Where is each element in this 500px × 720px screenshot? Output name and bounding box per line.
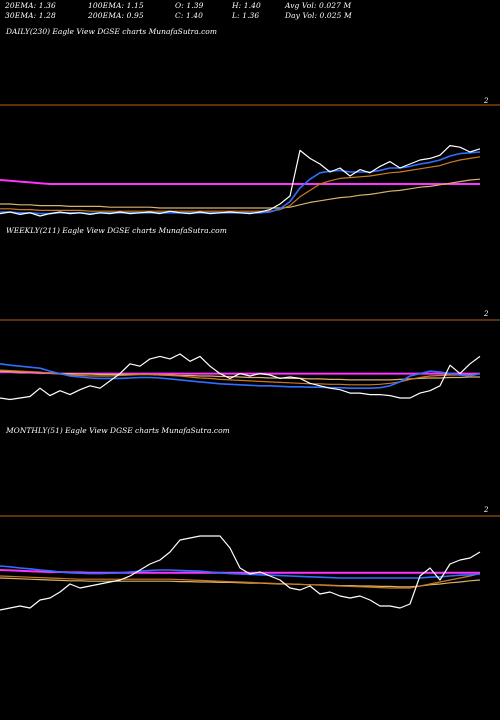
header-200ema: 200EMA: 0.95: [88, 11, 144, 20]
monthly-ema20-line: [0, 565, 481, 579]
monthly-price-line: [0, 535, 481, 611]
header-close: C: 1.40: [175, 11, 204, 20]
header-high: H: 1.40: [232, 1, 261, 10]
header-day-vol: Day Vol: 0.025 M: [285, 11, 352, 20]
header-avg-vol: Avg Vol: 0.027 M: [285, 1, 352, 10]
header-low: L: 1.36: [232, 11, 260, 20]
weekly-ema100-line: [0, 370, 480, 381]
monthly-y-tick: 2: [484, 506, 489, 514]
header-open: O: 1.39: [175, 1, 204, 10]
header-30ema: 30EMA: 1.28: [5, 11, 56, 20]
weekly-y-tick: 2: [484, 310, 489, 318]
daily-ema30-line: [0, 156, 481, 212]
weekly-price-line: [0, 353, 481, 401]
header-20ema: 20EMA: 1.36: [5, 1, 56, 10]
weekly-panel-title: WEEKLY(211) Eagle View DGSE charts Munaf…: [6, 226, 227, 235]
weekly-ema20-line: [0, 363, 481, 390]
daily-ema20-line: [0, 151, 481, 215]
daily-price-line: [0, 145, 481, 217]
daily-panel-title: DAILY(230) Eagle View DGSE charts Munafa…: [6, 27, 217, 36]
header-100ema: 100EMA: 1.15: [88, 1, 144, 10]
daily-ema100-line: [0, 178, 481, 209]
monthly-ema100-line: [0, 577, 481, 588]
daily-y-tick: 2: [484, 97, 489, 105]
monthly-panel-title: MONTHLY(51) Eagle View DGSE charts Munaf…: [6, 426, 230, 435]
monthly-ema30-line: [0, 573, 481, 589]
daily-ema200-line: [0, 179, 480, 185]
